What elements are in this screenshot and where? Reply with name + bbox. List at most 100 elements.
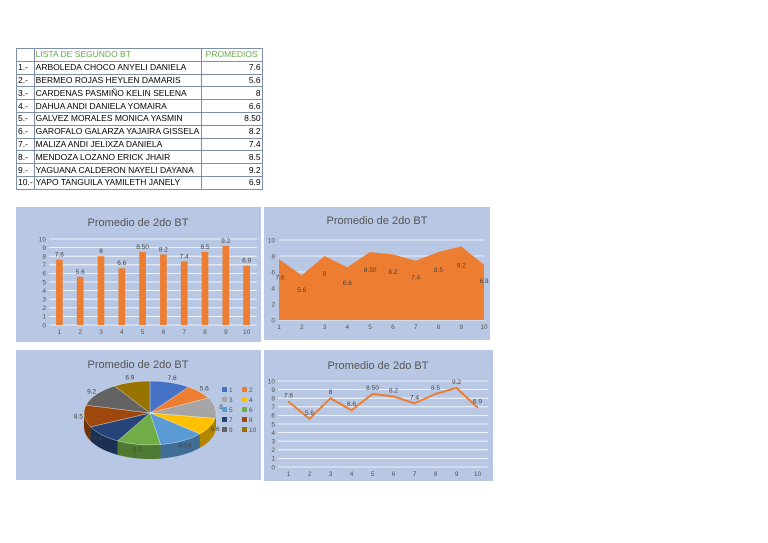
data-label: 8: [99, 248, 103, 255]
table-row: 2.- BERMEO ROJAS HEYLEN DAMARIS 5.6: [16, 73, 263, 88]
average-value: 8.50: [200, 111, 263, 126]
y-tick-label: 3: [42, 297, 46, 304]
x-tick-label: 2: [308, 471, 312, 478]
data-label: 8.50: [136, 244, 149, 251]
x-tick-label: 1: [58, 329, 62, 336]
data-label: 5.6: [305, 410, 314, 417]
x-tick-label: 1: [287, 471, 291, 478]
data-label: 8.2: [389, 387, 398, 394]
x-tick-label: 8: [434, 471, 438, 478]
y-tick-label: 9: [42, 245, 46, 252]
average-value: 8: [200, 86, 263, 101]
line-point: [350, 409, 353, 412]
chart-title: Promedio de 2do BT: [88, 217, 189, 229]
legend-swatch: [242, 407, 247, 412]
header-value-cell: PROMEDIOS: [200, 48, 263, 62]
data-label: 8: [219, 404, 223, 411]
average-value: 9.2: [200, 163, 263, 177]
student-name: GALVEZ MORALES MONICA YASMIN: [33, 111, 202, 126]
student-name: MENDOZA LOZANO ERICK JHAIR: [33, 150, 202, 165]
average-value: 8.2: [200, 124, 263, 139]
row-number: 4.-: [16, 99, 35, 113]
x-tick-label: 4: [346, 324, 350, 331]
average-value: 7.6: [200, 60, 263, 75]
bar: [243, 265, 250, 325]
row-number: 10.-: [16, 175, 35, 190]
legend-swatch: [222, 417, 227, 422]
x-tick-label: 7: [414, 324, 418, 331]
data-label: 5.6: [76, 269, 85, 276]
row-number: 7.-: [16, 137, 35, 152]
x-tick-label: 6: [392, 471, 396, 478]
y-tick-label: 4: [271, 430, 275, 437]
legend-label: 4: [249, 397, 253, 404]
data-label: 9.2: [221, 238, 230, 245]
data-label: 8.5: [431, 385, 440, 392]
table-row: 3.- CARDENAS PASMIÑO KELIN SELENA 8: [16, 86, 263, 101]
line-series: [287, 386, 479, 421]
header-name-cell: LISTA DE SEGUNDO BT: [33, 48, 202, 62]
y-tick-label: 7: [271, 404, 275, 411]
student-name: YAGUANA CALDERON NAYELI DAYANA: [33, 163, 202, 177]
legend-label: 7: [229, 417, 233, 424]
y-tick-label: 5: [271, 421, 275, 428]
row-number: 6.-: [16, 124, 35, 139]
line-point: [308, 418, 311, 420]
data-label: 7.4: [93, 435, 102, 442]
data-label: 6.9: [242, 258, 251, 265]
table-row: 4.- DAHUA ANDI DANIELA YOMAIRA 6.6: [16, 99, 263, 113]
data-label: 7.4: [410, 394, 419, 401]
bar: [56, 259, 63, 325]
y-tick-label: 8: [42, 254, 46, 261]
data-label: 8.5: [74, 414, 83, 421]
data-label: 9.2: [457, 262, 466, 269]
pie-slice: [114, 380, 151, 414]
x-tick-label: 9: [459, 324, 463, 331]
table-row: 8.- MENDOZA LOZANO ERICK JHAIR 8.5: [16, 150, 263, 165]
y-tick-label: 7: [42, 262, 46, 269]
data-label: 7.6: [284, 393, 293, 400]
legend-swatch: [242, 387, 247, 392]
area-chart-panel: Promedio de 2do BT 0 2 4 6 8 10 7.6 1 5.6 2 8 3 6.6 4 8…: [264, 207, 490, 340]
student-name: ARBOLEDA CHOCO ANYELI DANIELA: [33, 60, 202, 75]
student-name: GAROFALO GALARZA YAJAIRA GISSELA: [33, 124, 202, 139]
legend-label: 5: [229, 407, 233, 414]
line-point: [455, 387, 458, 389]
legend-swatch: [222, 427, 227, 432]
row-number: 9.-: [16, 163, 35, 177]
data-label: 5.6: [200, 386, 209, 393]
line-chart-panel: Promedio de 2do BT 0 1 2 3 4 5 6 7 8 9 10 7.6 1 5.6 2 8 3…: [264, 350, 493, 481]
row-number: 1.-: [16, 60, 35, 75]
y-tick-label: 0: [271, 464, 275, 471]
pie-chart: Promedio de 2do BT 7.6 5.6 8 6.6 8.50 8.2 7.4 8.…: [74, 359, 257, 459]
pie-chart-panel: Promedio de 2do BT 7.6 5.6 8 6.6 8.50 8.2 7.4 8.…: [16, 350, 261, 480]
data-label: 8.50: [364, 267, 377, 274]
legend-swatch: [222, 407, 227, 412]
data-label: 8.5: [200, 244, 209, 251]
x-tick-label: 3: [329, 471, 333, 478]
area-series: [279, 246, 484, 320]
row-number: 8.-: [16, 150, 35, 165]
data-label: 8.5: [434, 267, 443, 274]
y-tick-label: 10: [268, 378, 276, 385]
bar-chart-panel: Promedio de 2do BT 0 1 2 3 4 5 6 7 8 9 10 1 2 3 4 5 6 7 8 9 1…: [16, 207, 261, 342]
legend-label: 8: [249, 417, 253, 424]
data-label: 8.2: [159, 246, 168, 253]
x-tick-label: 10: [243, 329, 251, 336]
y-tick-label: 1: [42, 314, 46, 321]
data-label: 7.6: [55, 252, 64, 259]
line-point: [287, 400, 290, 403]
header-num-cell: [16, 48, 35, 62]
y-tick-label: 5: [42, 279, 46, 286]
chart-title: Promedio de 2do BT: [327, 215, 428, 227]
legend-swatch: [242, 397, 247, 402]
data-label: 7.6: [168, 375, 177, 382]
x-tick-label: 4: [120, 329, 124, 336]
x-tick-label: 3: [99, 329, 103, 336]
line-point: [392, 395, 395, 398]
legend-swatch: [242, 417, 247, 422]
legend-label: 9: [229, 427, 233, 434]
x-tick-label: 6: [391, 324, 395, 331]
y-tick-label: 4: [42, 288, 46, 295]
